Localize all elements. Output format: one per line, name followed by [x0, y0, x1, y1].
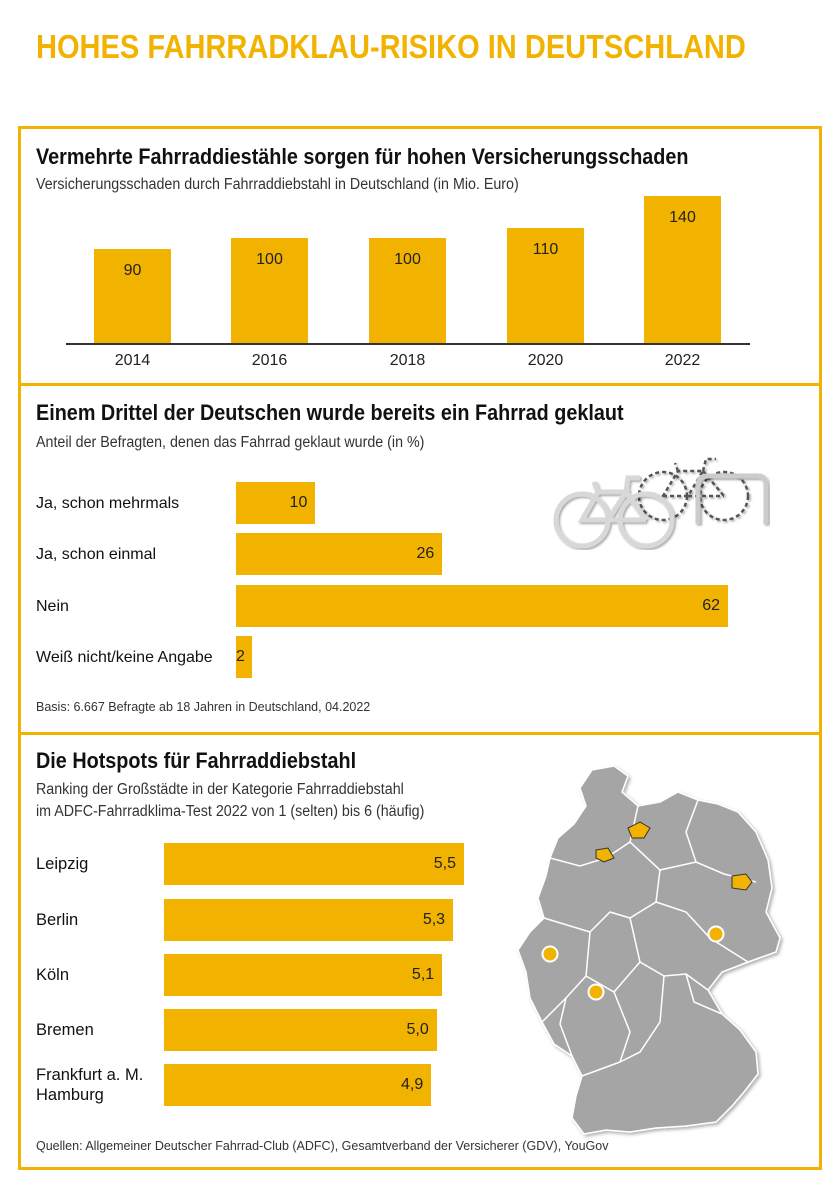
category-label: Nein [36, 598, 69, 615]
bar-2020 [507, 227, 584, 343]
germany-map [517, 765, 781, 1135]
x-tick-label: 2014 [114, 352, 151, 369]
leipzig-marker [707, 925, 725, 943]
bar [164, 1064, 432, 1106]
city-label: Hamburg [36, 1086, 104, 1104]
main-title: HOHES FAHRRADKLAU-RISIKO IN DEUTSCHLAND [36, 28, 746, 65]
value-label: 110 [532, 240, 559, 258]
city-label: Berlin [36, 911, 79, 929]
value-label: 90 [123, 261, 142, 279]
category-label: Weiß nicht/keine Angabe [36, 649, 213, 666]
value-label: 5,0 [406, 1021, 429, 1038]
bar-2014 [94, 248, 171, 343]
value-label: 5,5 [433, 855, 456, 872]
chart3-title: Die Hotspots für Fahrraddiebstahl [36, 748, 357, 773]
bicycle-icon [553, 457, 769, 549]
value-label: 26 [416, 545, 435, 562]
value-label: 10 [289, 494, 308, 511]
bar [164, 843, 464, 885]
value-label: 100 [394, 251, 421, 268]
bremen-marker [595, 847, 615, 863]
infographic-frame [18, 126, 822, 1170]
value-label: 100 [256, 251, 283, 268]
chart2-subtitle: Anteil der Befragten, denen das Fahrrad … [36, 434, 425, 451]
germany-outline [517, 765, 781, 1135]
sources: Quellen: Allgemeiner Deutscher Fahrrad-C… [36, 1139, 609, 1153]
x-tick-label: 2022 [664, 352, 701, 369]
x-tick-label: 2016 [251, 352, 288, 369]
bar [236, 585, 728, 627]
bar [164, 899, 454, 941]
chart1-subtitle: Versicherungsschaden durch Fahrraddiebst… [36, 176, 519, 193]
value-label: 62 [702, 597, 720, 614]
value-label: 4,9 [401, 1076, 424, 1093]
koeln-marker [541, 945, 559, 963]
chart1-baseline [66, 343, 750, 345]
category-label: Ja, schon mehrmals [36, 495, 180, 512]
section-divider [18, 383, 822, 386]
section-divider [18, 732, 822, 735]
city-label: Frankfurt a. M. [36, 1066, 144, 1084]
bar [164, 954, 443, 996]
berlin-marker [731, 873, 753, 891]
value-label: 5,1 [411, 966, 435, 983]
value-label: 2 [236, 648, 245, 665]
bar [236, 636, 252, 678]
x-tick-label: 2020 [527, 352, 564, 369]
category-label: Ja, schon einmal [36, 546, 157, 563]
bar [236, 533, 443, 575]
chart2-note: Basis: 6.667 Befragte ab 18 Jahren in De… [36, 700, 371, 714]
chart3-subtitle-line2: im ADFC-Fahrradklima-Test 2022 von 1 (se… [36, 803, 425, 820]
bar [236, 482, 316, 524]
bar-2018 [369, 238, 446, 343]
city-label: Bremen [36, 1021, 94, 1039]
x-tick-label: 2018 [389, 352, 426, 369]
hamburg-marker [627, 821, 651, 839]
bar-2022 [644, 196, 721, 343]
bar [164, 1009, 437, 1051]
bar-2016 [231, 238, 308, 343]
city-label: Köln [36, 966, 70, 984]
value-label: 140 [669, 209, 696, 226]
frankfurt-marker [587, 983, 605, 1001]
chart3-subtitle-line1: Ranking der Großstädte in der Kategorie … [36, 781, 404, 798]
chart2-title: Einem Drittel der Deutschen wurde bereit… [36, 400, 624, 425]
city-label: Leipzig [36, 855, 89, 873]
value-label: 5,3 [422, 911, 446, 928]
chart1-title: Vermehrte Fahrraddiestähle sorgen für ho… [36, 144, 689, 169]
